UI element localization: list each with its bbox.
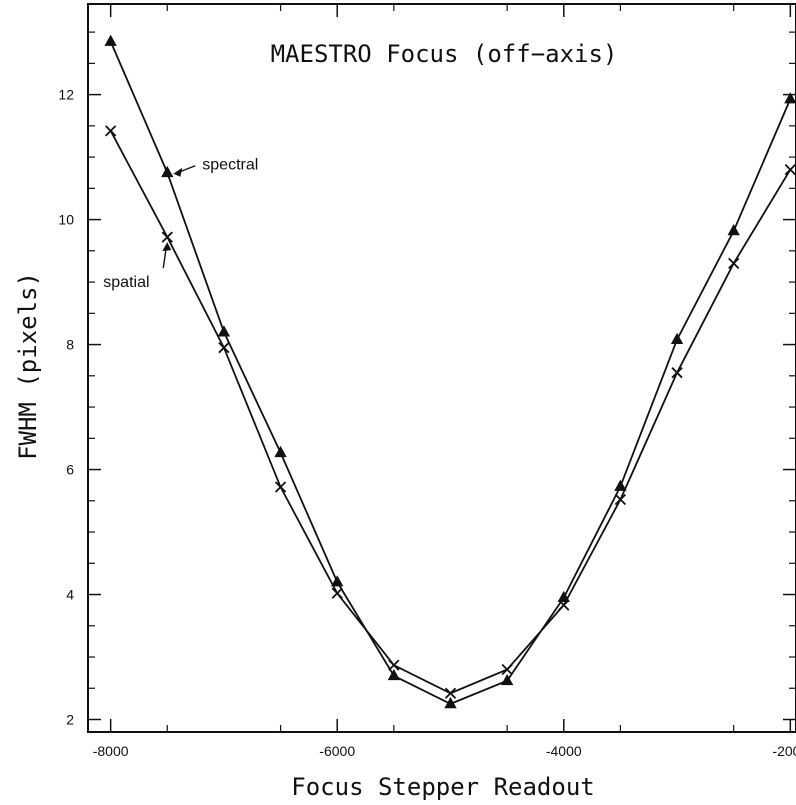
data-point-spatial bbox=[218, 342, 230, 354]
chart-title: MAESTRO Focus (off−axis) bbox=[271, 40, 618, 68]
data-point-spectral bbox=[670, 332, 684, 344]
data-point-spatial bbox=[444, 687, 457, 699]
y-tick-label: 2 bbox=[66, 712, 74, 728]
series-layer bbox=[104, 34, 796, 709]
x-tick-label: -4000 bbox=[546, 743, 582, 759]
x-tick-label: -6000 bbox=[319, 743, 355, 759]
axes-layer: -8000 -6000 -4000 -2000 2 4 6 8 10 12 bbox=[58, 4, 796, 759]
x-tick-label: -8000 bbox=[93, 743, 129, 759]
data-point-spectral bbox=[104, 34, 117, 46]
spatial-annotation-arrowhead bbox=[162, 242, 172, 252]
data-point-spectral bbox=[274, 445, 287, 458]
spectral-annotation-arrowhead bbox=[173, 167, 183, 177]
y-tick-label: 12 bbox=[58, 87, 74, 103]
y-tick-label: 6 bbox=[66, 462, 74, 478]
data-point-spatial bbox=[331, 587, 343, 599]
x-axis-title: Focus Stepper Readout bbox=[291, 773, 594, 801]
spectral-annotation-label: spectral bbox=[202, 157, 258, 174]
data-point-spectral bbox=[784, 92, 796, 104]
data-point-spatial bbox=[501, 663, 513, 676]
data-point-spatial bbox=[614, 493, 627, 506]
data-point-spectral bbox=[387, 668, 401, 681]
y-axis-title: FWHM (pixels) bbox=[14, 272, 42, 460]
data-point-spectral bbox=[727, 224, 740, 236]
data-point-spectral bbox=[500, 673, 514, 686]
data-point-spectral bbox=[614, 479, 627, 491]
data-point-spatial bbox=[105, 125, 117, 137]
data-point-spatial bbox=[728, 257, 740, 269]
y-tick-label: 8 bbox=[66, 337, 74, 353]
series-line-spatial bbox=[109, 130, 792, 695]
spatial-annotation-label: spatial bbox=[103, 274, 149, 291]
data-point-spatial bbox=[388, 659, 400, 671]
series-line-spectral bbox=[109, 41, 792, 705]
plot-frame bbox=[87, 3, 796, 733]
annotation-layer: spectral spatial bbox=[103, 157, 258, 291]
data-point-spectral bbox=[217, 325, 231, 337]
data-point-spectral bbox=[161, 165, 174, 178]
y-tick-label: 10 bbox=[58, 212, 74, 228]
x-tick-label: -2000 bbox=[772, 743, 796, 759]
data-point-spatial bbox=[784, 163, 796, 176]
data-point-spatial bbox=[161, 231, 173, 243]
y-tick-label: 4 bbox=[66, 587, 74, 603]
data-point-spectral bbox=[331, 575, 344, 587]
data-point-spatial bbox=[274, 481, 287, 493]
data-point-spatial bbox=[671, 367, 683, 379]
data-point-spatial bbox=[558, 599, 570, 611]
data-point-spectral bbox=[444, 697, 457, 709]
